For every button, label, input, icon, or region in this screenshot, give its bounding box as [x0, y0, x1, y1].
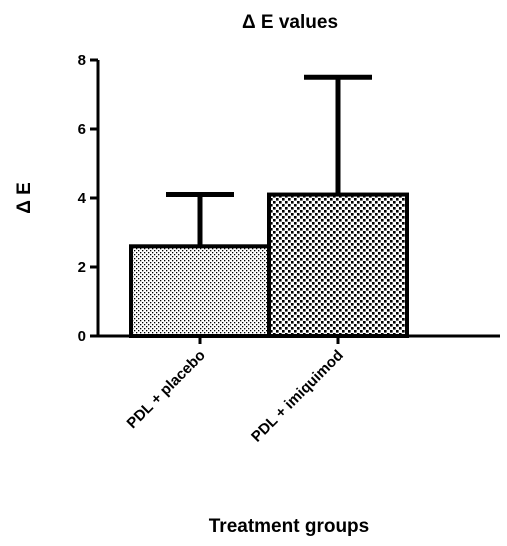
y-tick-label: 6 [78, 121, 86, 138]
bars [129, 74, 409, 338]
y-ticks: 0 2 4 6 8 [78, 52, 98, 345]
x-axis-label: Treatment groups [209, 516, 369, 537]
x-category-label: PDL + placebo [124, 347, 209, 432]
x-category-label: PDL + imiquimod [248, 347, 347, 446]
bar [267, 192, 409, 338]
chart-title: Δ E values [242, 12, 338, 33]
y-tick-label: 4 [78, 190, 87, 207]
y-tick-label: 0 [78, 328, 86, 345]
x-ticks: PDL + placebo PDL + imiquimod [124, 336, 347, 446]
y-tick-label: 2 [78, 259, 86, 276]
y-tick-label: 8 [78, 52, 86, 69]
bar [129, 244, 271, 338]
y-axis-label: Δ E [14, 182, 35, 214]
